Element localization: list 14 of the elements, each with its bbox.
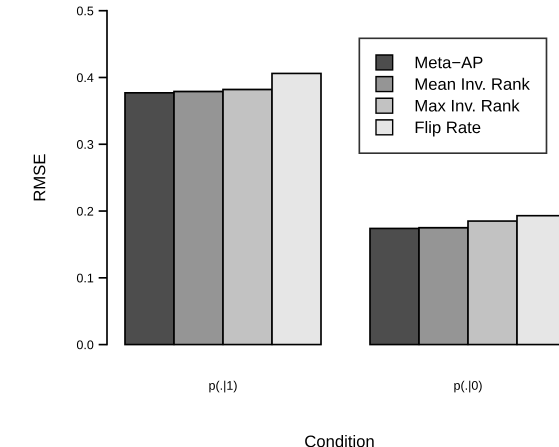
legend-label: Meta−AP (416, 56, 482, 68)
legend-label: Mean Inv. Rank (416, 78, 530, 90)
y-tick-label: 0.0 (76, 340, 94, 350)
legend-label: Max Inv. Rank (416, 99, 520, 112)
x-tick-label: p(.|0) (454, 380, 482, 392)
x-axis-title: Condition (305, 435, 374, 447)
y-tick-label: 0.2 (76, 206, 94, 216)
y-tick-label: 0.3 (76, 140, 94, 149)
y-tick-label: 0.4 (76, 73, 94, 82)
y-axis-title: RMSE (34, 154, 46, 200)
y-tick-label: 0.5 (76, 6, 94, 16)
y-tick-label: 0.1 (76, 274, 94, 282)
x-tick-label: p(.|1) (209, 380, 237, 392)
legend-label: Flip Rate (416, 120, 480, 136)
